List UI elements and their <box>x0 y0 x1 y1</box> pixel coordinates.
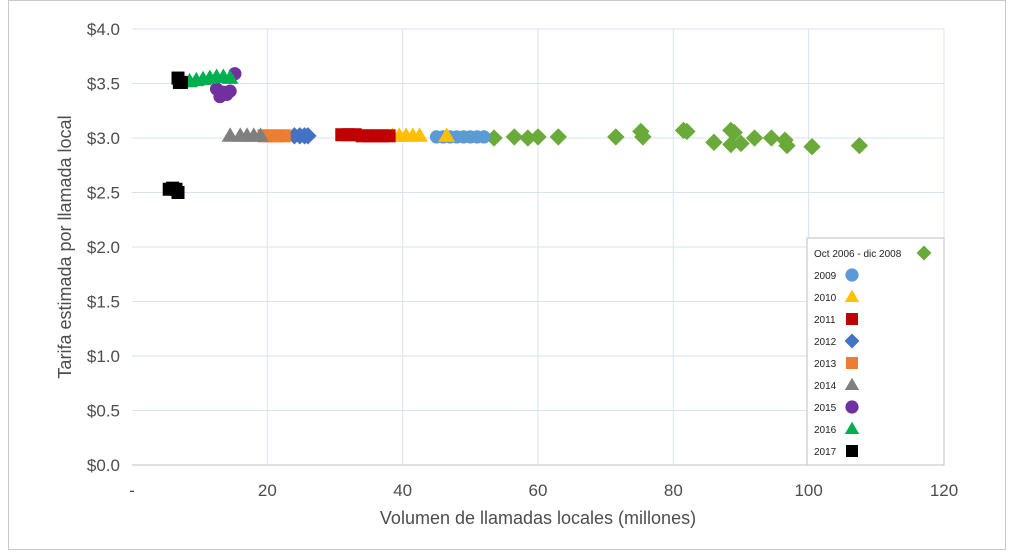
data-point <box>722 135 740 154</box>
y-tick-label: $3.0 <box>87 129 120 148</box>
x-tick-label: - <box>129 481 135 500</box>
data-point <box>634 128 652 146</box>
data-point <box>382 129 396 143</box>
data-point <box>745 129 764 147</box>
y-tick-label: $4.0 <box>87 20 120 39</box>
data-point <box>762 129 781 147</box>
legend-marker <box>845 400 859 414</box>
data-point <box>549 128 567 146</box>
legend-marker <box>844 377 860 391</box>
legend-box <box>806 237 945 466</box>
y-tick-label: $2.0 <box>87 238 120 257</box>
data-point <box>705 133 723 152</box>
x-axis-title: Volumen de llamadas locales (millones) <box>380 508 696 528</box>
series-0 <box>485 121 869 156</box>
data-point <box>477 130 491 144</box>
data-point <box>519 129 537 147</box>
legend: Oct 2006 - dic 2008 2009 2010 2011 2012 2013 2… <box>806 237 945 466</box>
legend-marker <box>846 445 858 457</box>
x-tick-label: 60 <box>529 481 548 500</box>
legend-label: 2014 <box>814 381 837 392</box>
series-6 <box>221 127 269 142</box>
data-point <box>221 69 239 84</box>
legend-marker <box>844 289 860 303</box>
data-point <box>438 127 456 142</box>
legend-label: 2015 <box>814 403 837 414</box>
y-tick-label: $1.0 <box>87 347 120 366</box>
legend-label: 2013 <box>814 359 837 370</box>
legend-marker <box>846 357 858 369</box>
y-tick-label: $2.5 <box>87 184 120 203</box>
legend-label: 2012 <box>814 337 837 348</box>
data-point <box>171 186 185 199</box>
legend-label: 2009 <box>814 271 837 282</box>
legend-label: 2017 <box>814 447 837 458</box>
series-9 <box>162 71 188 199</box>
data-point <box>277 129 291 143</box>
data-point <box>850 136 869 155</box>
legend-marker <box>845 268 859 282</box>
x-tick-label: 40 <box>393 481 412 500</box>
series-3 <box>335 128 396 143</box>
data-point <box>607 128 625 146</box>
legend-marker <box>916 245 932 261</box>
data-point <box>678 122 696 141</box>
x-tick-label: 100 <box>794 481 822 500</box>
data-point <box>174 75 188 89</box>
tick-label-layer: $0.0 $0.5 $1.0 $1.5 $2.0 $2.5 $3.0 $3.5 $4.0 - 20 4… <box>87 20 958 500</box>
data-point <box>505 128 523 146</box>
y-tick-label: $1.5 <box>87 293 120 312</box>
x-tick-label: 20 <box>258 481 277 500</box>
data-point <box>252 127 269 142</box>
data-point <box>411 127 428 142</box>
y-tick-label: $0.0 <box>87 456 120 475</box>
x-tick-label: 120 <box>930 481 958 500</box>
legend-label: 2010 <box>814 293 837 304</box>
data-point <box>485 129 503 147</box>
data-point <box>803 138 821 156</box>
x-tick-label: 80 <box>664 481 683 500</box>
legend-marker <box>846 313 858 325</box>
legend-marker <box>844 421 860 435</box>
legend-label: 2016 <box>814 425 837 436</box>
data-point <box>223 84 237 98</box>
legend-label: 2011 <box>814 315 836 326</box>
data-point <box>725 123 743 142</box>
y-tick-label: $0.5 <box>87 402 120 421</box>
data-point <box>299 127 317 145</box>
y-axis-title: Tarifa estimada por llamada local <box>55 115 75 378</box>
data-point <box>529 128 547 146</box>
data-point-layer <box>162 67 869 199</box>
data-point <box>778 136 796 155</box>
data-point <box>732 134 750 153</box>
legend-marker <box>844 333 860 349</box>
legend-label: Oct 2006 - dic 2008 <box>814 249 902 260</box>
y-tick-label: $3.5 <box>87 75 120 94</box>
